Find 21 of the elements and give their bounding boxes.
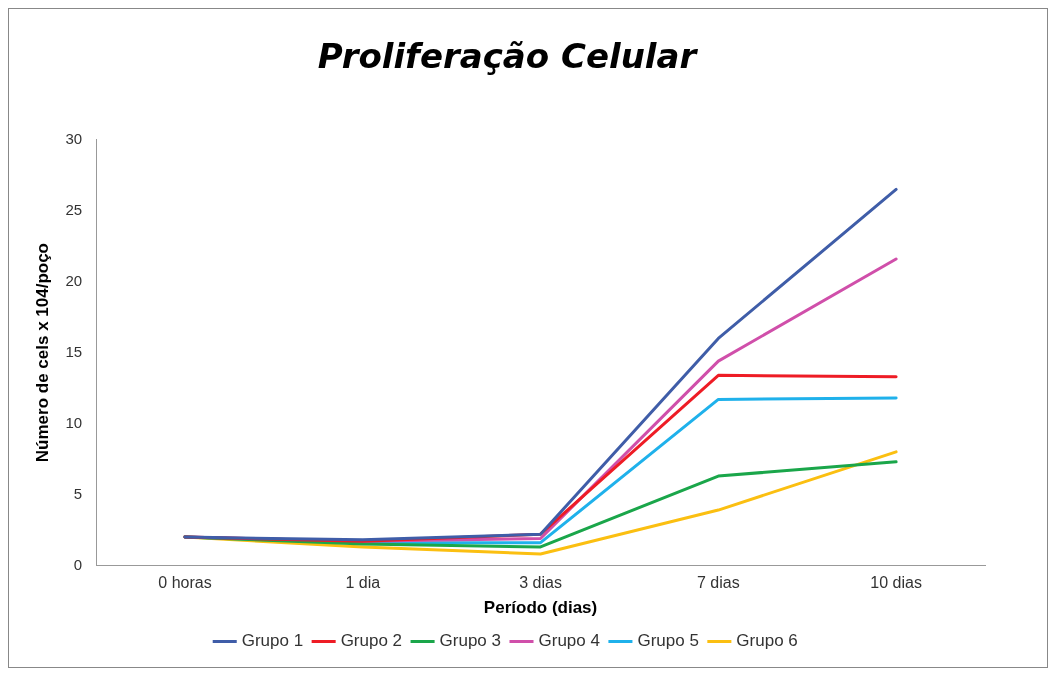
y-tick-label: 10 [65, 413, 83, 431]
y-tick-label: 0 [73, 555, 83, 573]
x-tick-label: 1 dia [345, 574, 381, 592]
x-tick-label: 3 dias [519, 574, 562, 592]
y-tick-label: 5 [73, 484, 83, 502]
chart-title: Proliferação Celular [317, 36, 699, 77]
y-tick-label: 15 [65, 342, 83, 360]
legend-label: Grupo 3 [439, 631, 502, 651]
legend-label: Grupo 5 [637, 631, 699, 651]
legend-label: Grupo 2 [340, 631, 403, 651]
legend-label: Grupo 6 [736, 631, 798, 651]
x-tick-label: 7 dias [696, 574, 740, 592]
x-tick-label: 10 dias [870, 574, 922, 592]
x-tick-label: 0 horas [158, 574, 212, 592]
legend-label: Grupo 1 [241, 631, 304, 651]
y-axis-title: Número de cels x 104/poço [32, 243, 52, 463]
y-tick-label: 30 [65, 129, 83, 147]
x-axis-title: Período (dias) [483, 598, 598, 618]
y-tick-label: 20 [65, 271, 83, 289]
legend-label: Grupo 4 [538, 631, 600, 651]
y-tick-label: 25 [65, 200, 83, 218]
